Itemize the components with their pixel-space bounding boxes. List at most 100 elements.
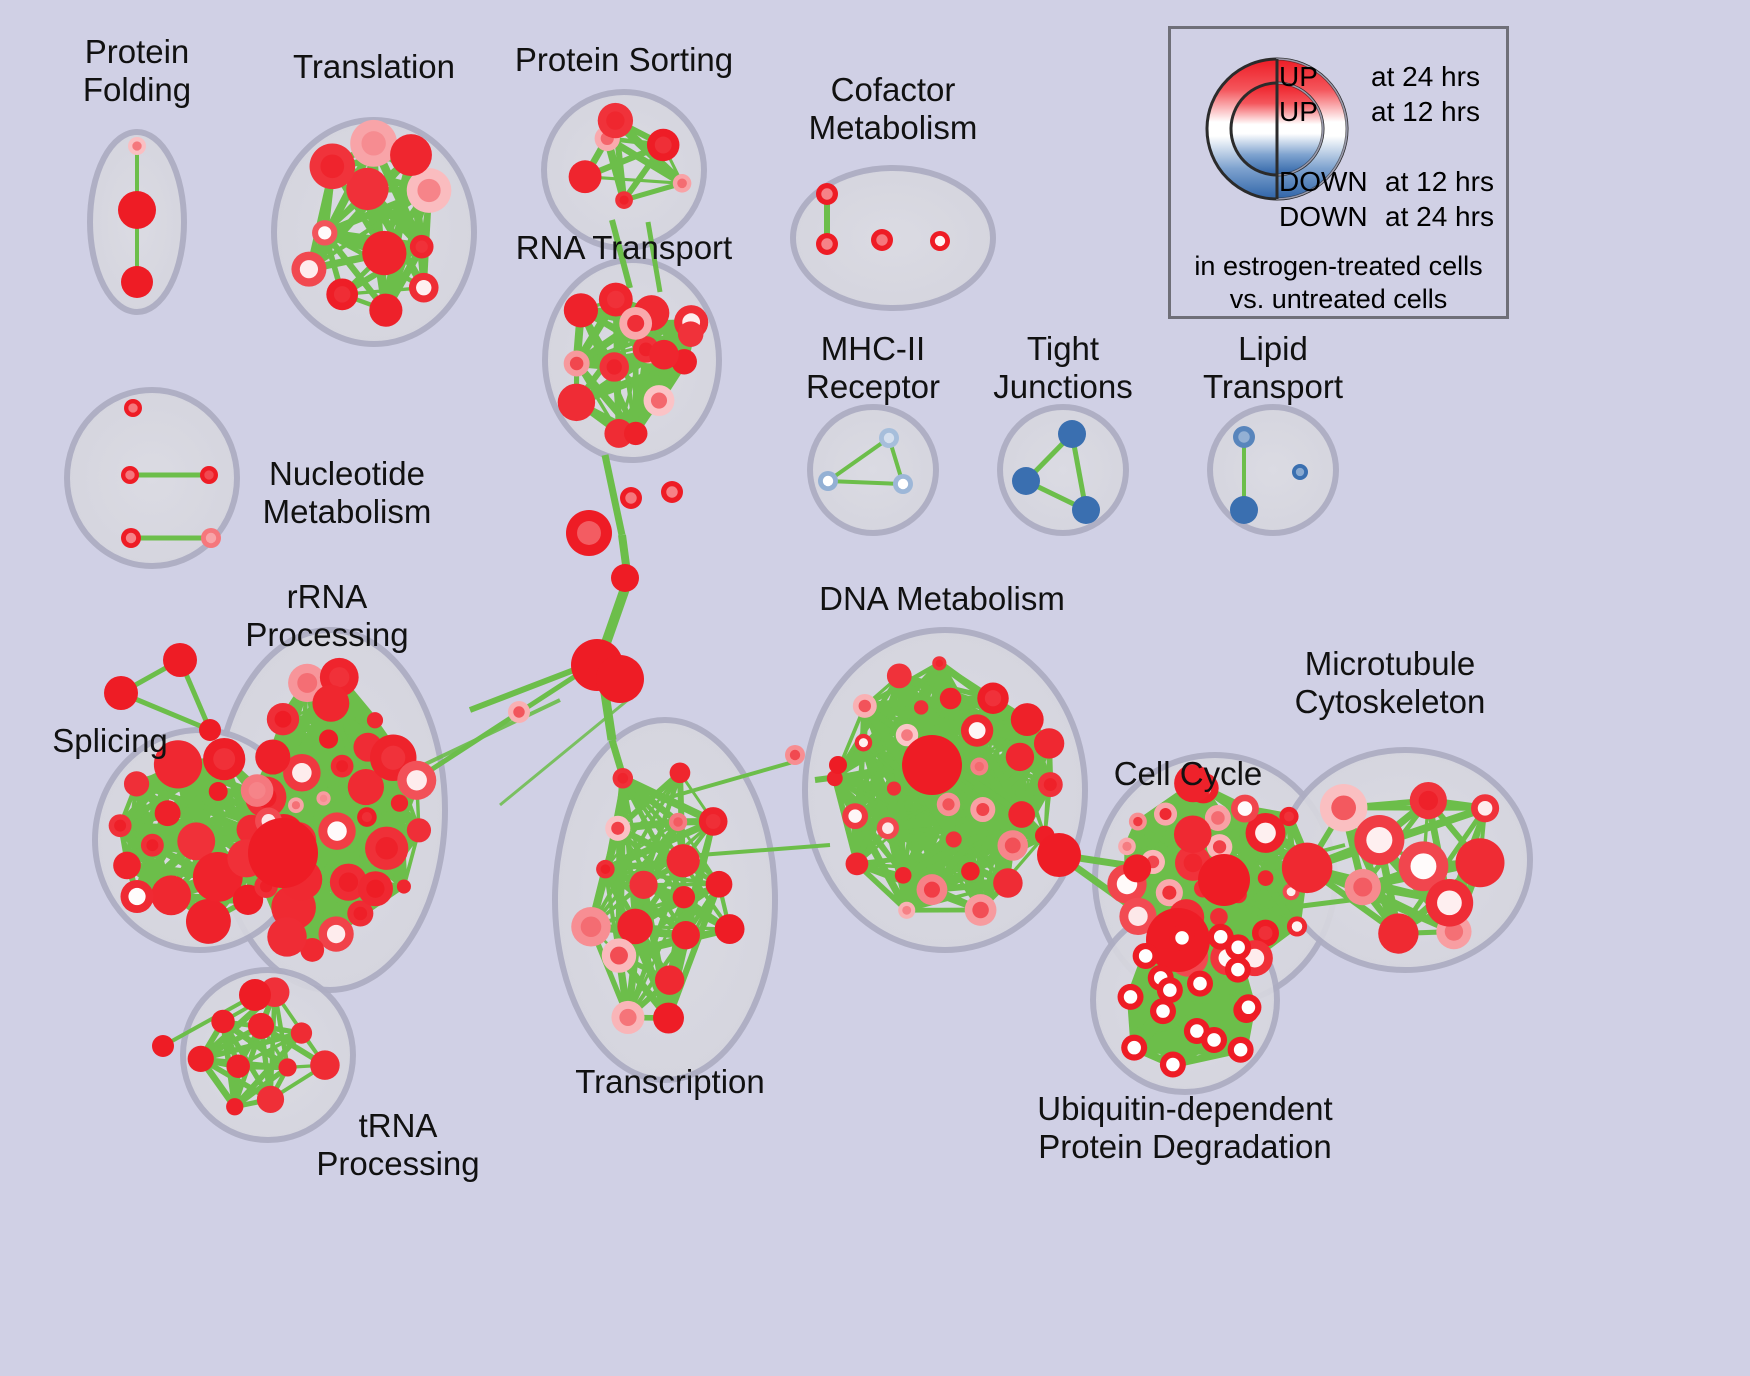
network-node-core — [318, 226, 332, 240]
legend-row-3-label: DOWN — [1279, 201, 1368, 232]
network-node — [1005, 742, 1035, 772]
legend-row-0-label: UP — [1279, 61, 1318, 92]
network-node — [319, 729, 339, 749]
network-node-core — [1231, 962, 1245, 977]
network-node-core — [1238, 431, 1250, 443]
network-node — [705, 870, 733, 898]
cluster-label-ubiquitin-dependent-protein-degradation: Ubiquitin-dependent Protein Degradation — [1037, 1090, 1333, 1165]
network-node — [671, 921, 700, 950]
network-node — [653, 1002, 684, 1034]
network-node — [886, 781, 902, 796]
network-node-core — [1163, 983, 1177, 997]
network-node-core — [1286, 887, 1296, 897]
network-node — [267, 917, 307, 957]
network-node — [829, 756, 847, 774]
network-node — [406, 818, 432, 843]
cluster-label-protein-sorting: Protein Sorting — [514, 41, 734, 78]
network-edge — [1137, 815, 1219, 824]
network-edge — [615, 353, 667, 436]
network-node-core — [326, 924, 346, 944]
network-node-core — [673, 817, 683, 827]
network-node — [654, 965, 685, 995]
network-node — [396, 879, 411, 894]
network-node-core — [974, 761, 984, 772]
network-node-core — [654, 136, 672, 154]
network-node-core — [329, 667, 350, 688]
network-node-core — [972, 901, 989, 919]
network-node — [993, 868, 1023, 898]
legend-glyph — [1205, 57, 1349, 201]
legend-footer-line-2: vs. untreated cells — [1229, 284, 1448, 314]
network-node-core — [625, 492, 637, 504]
network-node-core — [901, 729, 913, 741]
network-node-core — [942, 798, 955, 811]
network-node — [1198, 854, 1250, 906]
network-node-core — [935, 659, 944, 668]
network-node-core — [1166, 1057, 1180, 1072]
network-node-core — [611, 821, 625, 835]
network-node — [939, 687, 962, 710]
network-node — [886, 663, 912, 689]
network-node-core — [1237, 801, 1253, 816]
network-node-core — [617, 772, 629, 784]
network-edge — [1305, 864, 1456, 935]
network-node-core — [125, 532, 137, 544]
network-node-core — [1004, 837, 1021, 854]
network-edge — [856, 842, 1014, 867]
network-node-core — [1231, 940, 1245, 955]
network-node-core — [1284, 811, 1294, 822]
cluster-label-tight-junctions: Tight Junctions — [993, 330, 1133, 405]
network-node-core — [976, 803, 990, 817]
cluster-label-cell-cycle: Cell Cycle — [1113, 755, 1263, 792]
network-node-core — [1233, 1042, 1248, 1057]
network-node-core — [204, 470, 214, 480]
network-node-core — [1183, 853, 1203, 873]
network-node-core — [789, 749, 801, 761]
network-node-core — [876, 234, 888, 246]
network-node-core — [1410, 853, 1437, 880]
legend-row-1-time: at 12 hrs — [1371, 96, 1480, 127]
network-edge — [884, 734, 911, 829]
inter-cluster-edge — [601, 454, 626, 536]
network-edge — [640, 884, 673, 1019]
network-node — [604, 419, 634, 448]
network-node-core — [1175, 931, 1189, 945]
network-node-core — [897, 478, 909, 490]
cluster-label-microtubule-cytoskeleton: Microtubule Cytoskeleton — [1294, 645, 1486, 720]
network-node — [714, 914, 745, 944]
network-node — [177, 822, 216, 861]
network-node-core — [1162, 885, 1177, 900]
network-node-core — [1437, 890, 1462, 916]
network-node — [390, 134, 432, 176]
legend-box: UP at 24 hrs UP at 12 hrs DOWN at 12 hrs… — [1168, 26, 1509, 319]
network-node — [152, 1035, 174, 1057]
network-node-core — [1190, 1024, 1204, 1038]
network-node — [347, 768, 384, 806]
network-node-core — [1258, 926, 1273, 941]
network-node-core — [1418, 790, 1439, 811]
network-node — [1378, 913, 1419, 954]
network-node — [1012, 467, 1040, 495]
network-node-core — [299, 260, 319, 279]
network-node — [256, 1085, 285, 1114]
network-node-core — [417, 178, 441, 203]
network-node-core — [1193, 976, 1207, 991]
network-node — [894, 866, 912, 884]
network-node — [1230, 496, 1258, 524]
network-node-core — [627, 314, 645, 332]
network-node — [187, 1045, 214, 1073]
network-node — [232, 884, 264, 915]
network-node-core — [205, 532, 217, 544]
network-node-core — [577, 521, 601, 545]
network-node — [845, 852, 869, 876]
network-node-core — [600, 864, 611, 874]
network-node — [366, 712, 384, 729]
network-node — [1210, 908, 1228, 926]
network-node — [113, 851, 141, 880]
network-node-core — [1213, 930, 1228, 944]
cluster-label-cofactor-metabolism: Cofactor Metabolism — [808, 71, 978, 146]
network-node-core — [366, 879, 385, 898]
network-node-core — [1207, 1033, 1221, 1047]
cluster-label-rna-transport: RNA Transport — [515, 229, 733, 266]
network-edge — [831, 776, 910, 913]
